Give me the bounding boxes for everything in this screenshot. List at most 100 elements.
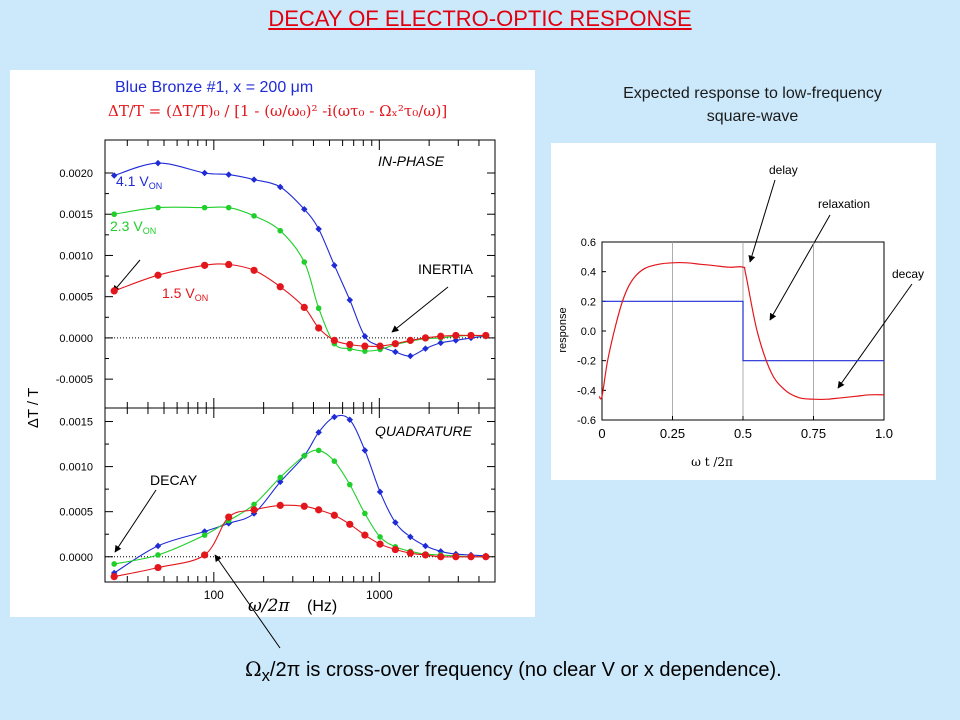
- inphase-point-red: [250, 266, 258, 274]
- inphase-curve-green: [114, 206, 486, 352]
- voltage-15-text: 1.5 V: [162, 285, 195, 301]
- quadrature-point-red: [406, 549, 414, 557]
- inphase-point-green: [251, 213, 257, 219]
- left-header-line2: ΔT/T = (ΔT/T)₀ / [1 - (ω/ω₀)² -i(ωτ₀ - Ω…: [108, 102, 447, 120]
- inphase-point-red: [110, 287, 118, 295]
- inphase-point-red: [421, 334, 430, 342]
- inphase-point-red: [437, 332, 445, 340]
- inphase-point-blue: [250, 176, 258, 183]
- right-heading-line2: square-wave: [706, 108, 799, 125]
- slide-title: DECAY OF ELECTRO-OPTIC RESPONSE: [268, 6, 692, 31]
- relaxation-arrow: [769, 214, 831, 321]
- inphase-point-blue: [331, 262, 338, 269]
- inphase-ytick-label: -0.0005: [56, 374, 93, 386]
- right-xtick-label: 0.25: [660, 426, 685, 441]
- inphase-point-red: [361, 342, 369, 350]
- left-xtick-label-100: 100: [204, 588, 224, 602]
- left-xlabel-symbol: ω/2π: [248, 596, 290, 616]
- inphase-point-red: [330, 336, 338, 344]
- quadrature-label: QUADRATURE: [375, 423, 473, 439]
- quadrature-point-blue: [331, 413, 338, 421]
- inphase-point-red: [154, 271, 162, 279]
- right-series-square-wave: [602, 300, 884, 362]
- quadrature-point-red: [330, 511, 338, 519]
- quadrature-point-green: [315, 447, 322, 454]
- annotation-relaxation: relaxation: [818, 197, 870, 211]
- quadrature-point-blue: [361, 447, 369, 454]
- inphase-ytick-label: 0.0015: [59, 209, 93, 221]
- quadrature-point-red: [361, 531, 369, 539]
- caption-symbol-sub: x: [261, 666, 270, 685]
- quadrature-point-green: [201, 532, 208, 538]
- inphase-point-green: [315, 305, 322, 312]
- voltage-41-sub: ON: [149, 181, 163, 191]
- quadrature-point-green: [362, 510, 368, 517]
- svg-text:1.5 VON: 1.5 VON: [162, 285, 208, 303]
- inphase-point-green: [277, 227, 284, 234]
- quadrature-point-green: [377, 534, 383, 540]
- right-ytick-label: 0.6: [581, 237, 596, 249]
- inphase-point-red: [300, 303, 308, 311]
- quadrature-point-blue: [315, 429, 322, 436]
- left-header-line1: Blue Bronze #1, x = 200 μm: [115, 79, 313, 96]
- inphase-point-red: [406, 336, 414, 344]
- inphase-point-red: [276, 283, 284, 291]
- left-ylabel: ΔT / T: [25, 388, 42, 428]
- quadrature-point-red: [110, 572, 118, 581]
- quadrature-point-red: [276, 501, 284, 509]
- inphase-ytick-label: 0.0005: [59, 292, 93, 304]
- quadrature-point-blue: [422, 542, 429, 550]
- left-xlabel-unit: (Hz): [307, 598, 337, 615]
- quadrature-point-red: [482, 553, 490, 561]
- quadrature-point-blue: [154, 542, 162, 550]
- annotation-delay: delay: [769, 163, 798, 177]
- quadrature-point-green: [346, 481, 353, 488]
- inphase-point-blue: [201, 169, 208, 177]
- left-plot-panel: [10, 70, 535, 617]
- inphase-point-red: [376, 342, 384, 350]
- inphase-point-red: [452, 331, 460, 340]
- inphase-point-green: [301, 259, 308, 265]
- right-xtick-label: 1.0: [875, 426, 893, 441]
- inphase-point-blue: [346, 296, 354, 304]
- quadrature-point-red: [437, 553, 445, 561]
- quadrature-curve-green: [114, 449, 486, 565]
- voltage-label-15: 1.5 VON: [162, 285, 208, 303]
- inphase-point-blue: [301, 206, 308, 213]
- right-xtick-label: 0.5: [734, 426, 752, 441]
- inphase-point-green: [225, 204, 232, 211]
- decay-arrow: [837, 283, 913, 389]
- inertia-arrow: [391, 286, 449, 333]
- right-ytick-label: 0.4: [581, 267, 596, 279]
- crossover-arrow: [214, 554, 281, 649]
- voltage-label-41: 4.1 VON: [116, 173, 162, 191]
- inphase-point-blue: [361, 333, 369, 340]
- right-xlabel: ω t /2π: [691, 455, 733, 469]
- svg-text:2.3 VON: 2.3 VON: [110, 218, 156, 236]
- quadrature-ytick-label: 0.0005: [59, 507, 93, 519]
- right-ytick-label: -0.2: [577, 356, 596, 368]
- quadrature-point-red: [452, 553, 460, 561]
- quadrature-point-green: [251, 501, 257, 508]
- inphase-point-blue: [277, 183, 284, 191]
- inphase-ytick-label: 0.0010: [59, 250, 93, 262]
- inphase-point-green: [201, 204, 208, 211]
- quadrature-point-red: [201, 551, 209, 559]
- inertia-label: INERTIA: [418, 261, 474, 277]
- inphase-point-red: [391, 340, 399, 348]
- delay-arrow: [748, 179, 776, 263]
- inphase-point-blue: [110, 172, 118, 179]
- quadrature-point-red: [467, 553, 475, 561]
- quadrature-point-red: [225, 513, 233, 521]
- right-xtick-label: 0: [598, 426, 605, 441]
- quadrature-point-red: [376, 540, 384, 548]
- quadrature-point-blue: [376, 488, 384, 496]
- right-series-response: [598, 261, 885, 401]
- inphase-point-blue: [154, 159, 162, 167]
- quadrature-ytick-label: 0.0000: [59, 552, 93, 564]
- right-ytick-label: 0.2: [581, 296, 596, 308]
- quadrature-point-red: [154, 563, 162, 572]
- inphase-point-red: [346, 340, 354, 349]
- right-ytick-label: -0.6: [577, 415, 596, 427]
